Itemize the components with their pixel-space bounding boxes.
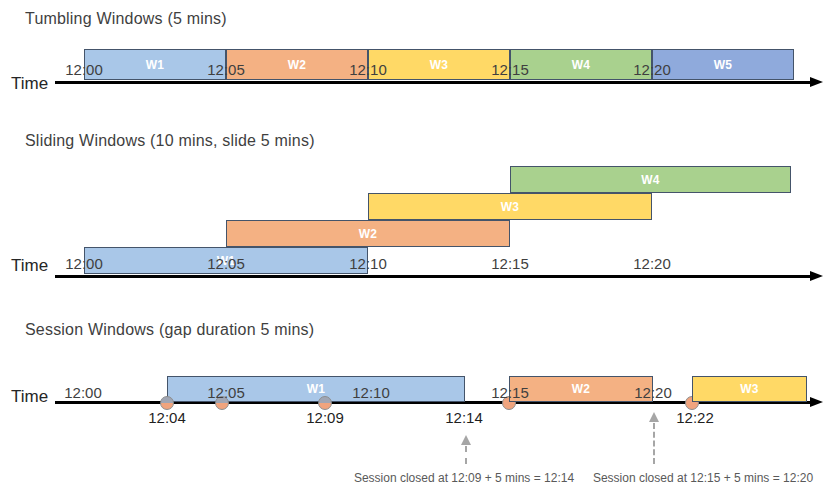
window-label: W2 <box>359 227 378 241</box>
window-w2: W2 <box>509 376 653 402</box>
closure-arrow-icon <box>461 435 471 445</box>
event-time-label: 12:22 <box>676 409 714 426</box>
tick-label: 12:15 <box>491 256 529 272</box>
tick-label: 12:05 <box>207 256 245 272</box>
section-title: Session Windows (gap duration 5 mins) <box>25 320 314 340</box>
window-w2: W2 <box>226 220 510 247</box>
window-w4: W4 <box>510 49 652 80</box>
tick-label: 12:20 <box>633 62 671 78</box>
window-w5: W5 <box>652 49 794 80</box>
event-dot <box>160 396 174 410</box>
tick-label: 12:15 <box>491 62 529 78</box>
tick-label: 12:00 <box>65 256 103 272</box>
tick-label: 12:20 <box>633 256 671 272</box>
time-axis-label: Time <box>11 388 48 406</box>
tick-label: 12:00 <box>65 62 103 78</box>
tick-label: 12:10 <box>352 385 390 401</box>
window-label: W3 <box>501 200 520 214</box>
window-w3: W3 <box>368 193 652 220</box>
session-closed-annotation: Session closed at 12:15 + 5 mins = 12:20 <box>593 471 813 485</box>
tick-label: 12:05 <box>207 62 245 78</box>
window-w2: W2 <box>226 49 368 80</box>
tick-label: 12:10 <box>349 256 387 272</box>
time-axis <box>55 81 811 84</box>
closure-arrow-icon <box>649 412 659 422</box>
event-time-label: 12:09 <box>306 409 344 426</box>
tick-label: 12:00 <box>64 385 102 401</box>
closure-arrow-dash <box>653 423 655 464</box>
event-time-label: 12:04 <box>148 409 186 426</box>
time-axis-arrowhead-icon <box>810 77 823 87</box>
window-label: W3 <box>430 58 449 72</box>
tick-label: 12:10 <box>349 62 387 78</box>
window-w4: W4 <box>510 166 791 193</box>
windowing-diagram: Tumbling Windows (5 mins) Time Sliding W… <box>0 0 829 498</box>
time-axis-arrowhead-icon <box>810 271 823 281</box>
event-time-label: 12:14 <box>445 409 483 426</box>
window-label: W5 <box>714 58 733 72</box>
time-axis-arrowhead-icon <box>810 397 823 407</box>
window-label: W3 <box>740 382 759 396</box>
event-dot <box>318 396 332 410</box>
section-title: Tumbling Windows (5 mins) <box>25 9 227 29</box>
closure-arrow-dash <box>465 446 467 464</box>
window-label: W1 <box>307 382 326 396</box>
section-title: Sliding Windows (10 mins, slide 5 mins) <box>25 131 315 151</box>
tick-label: 12:15 <box>491 385 529 401</box>
window-w3: W3 <box>368 49 510 80</box>
window-label: W2 <box>572 382 591 396</box>
time-axis <box>55 275 811 278</box>
window-label: W1 <box>146 58 165 72</box>
tick-label: 12:20 <box>634 385 672 401</box>
window-label: W4 <box>572 58 591 72</box>
time-axis-label: Time <box>11 257 48 275</box>
window-w1: W1 <box>84 49 226 80</box>
session-closed-annotation: Session closed at 12:09 + 5 mins = 12:14 <box>354 471 574 485</box>
window-label: W2 <box>288 58 307 72</box>
time-axis-label: Time <box>11 75 48 93</box>
window-w3: W3 <box>692 376 807 402</box>
window-label: W4 <box>641 173 660 187</box>
tick-label: 12:05 <box>207 385 245 401</box>
